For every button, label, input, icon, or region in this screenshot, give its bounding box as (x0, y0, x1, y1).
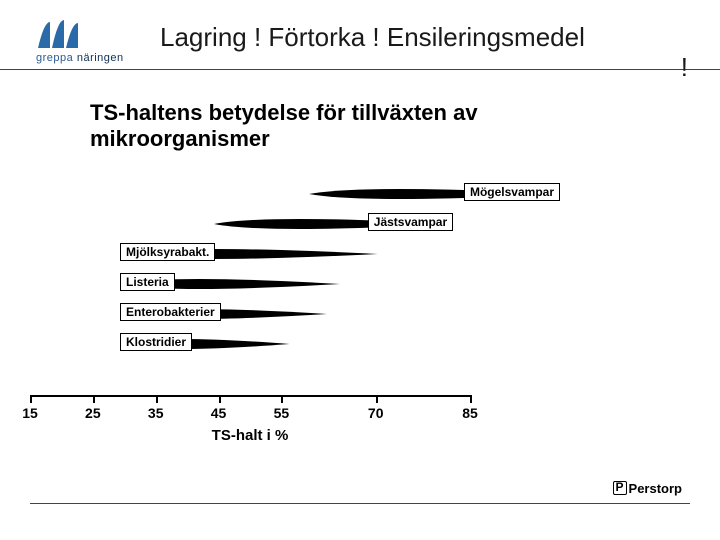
chart-plot-area: Mögelsvampar Jästsvampar Mjölksyrabakt. Lis… (120, 181, 560, 401)
axis-tick (156, 395, 158, 403)
chart-row: Mjölksyrabakt. (120, 241, 560, 267)
chart-row-label: Listeria (120, 273, 175, 291)
footer-rule (30, 503, 690, 504)
axis-tick-label: 70 (368, 405, 384, 421)
axis-tick (470, 395, 472, 403)
perstorp-icon (613, 481, 627, 495)
footer-brand: Perstorp (613, 481, 682, 496)
slide-title-line2: ! (681, 52, 688, 83)
axis-title: TS-halt i % (212, 427, 289, 444)
chart-row-label: Mjölksyrabakt. (120, 243, 215, 261)
logo-word-b: näringen (77, 52, 124, 64)
chart-row: Mögelsvampar (120, 181, 560, 207)
chart-row-label: Klostridier (120, 333, 192, 351)
logo-word-a: greppa (36, 52, 73, 64)
slide-title-line1: Lagring ! Förtorka ! Ensileringsmedel (160, 22, 690, 53)
chart-row: Listeria (120, 271, 560, 297)
axis-tick (281, 395, 283, 403)
axis-line (30, 395, 470, 397)
chart-row-label: Jästsvampar (368, 213, 453, 231)
axis-tick-label: 85 (462, 405, 478, 421)
logo-icon (36, 20, 80, 50)
chart-title: TS-haltens betydelse för tillväxten av m… (90, 100, 630, 153)
axis-tick-label: 45 (211, 405, 227, 421)
axis-tick (93, 395, 95, 403)
axis-tick-label: 55 (274, 405, 290, 421)
axis-tick-label: 25 (85, 405, 101, 421)
axis-tick (219, 395, 221, 403)
logo-text: greppa näringen (36, 52, 124, 64)
logo: greppa näringen (36, 20, 124, 64)
chart-row-label: Enterobakterier (120, 303, 221, 321)
chart: TS-haltens betydelse för tillväxten av m… (90, 100, 630, 401)
slide: greppa näringen Lagring ! Förtorka ! Ens… (0, 0, 720, 540)
chart-row: Klostridier (120, 331, 560, 357)
axis-tick (30, 395, 32, 403)
chart-row-label: Mögelsvampar (464, 183, 560, 201)
header-bar: greppa näringen Lagring ! Förtorka ! Ens… (0, 0, 720, 70)
chart-row: Enterobakterier (120, 301, 560, 327)
axis-tick (376, 395, 378, 403)
chart-row: Jästsvampar (120, 211, 560, 237)
axis-tick-label: 35 (148, 405, 164, 421)
axis-tick-label: 15 (22, 405, 38, 421)
footer-brand-text: Perstorp (629, 481, 682, 496)
